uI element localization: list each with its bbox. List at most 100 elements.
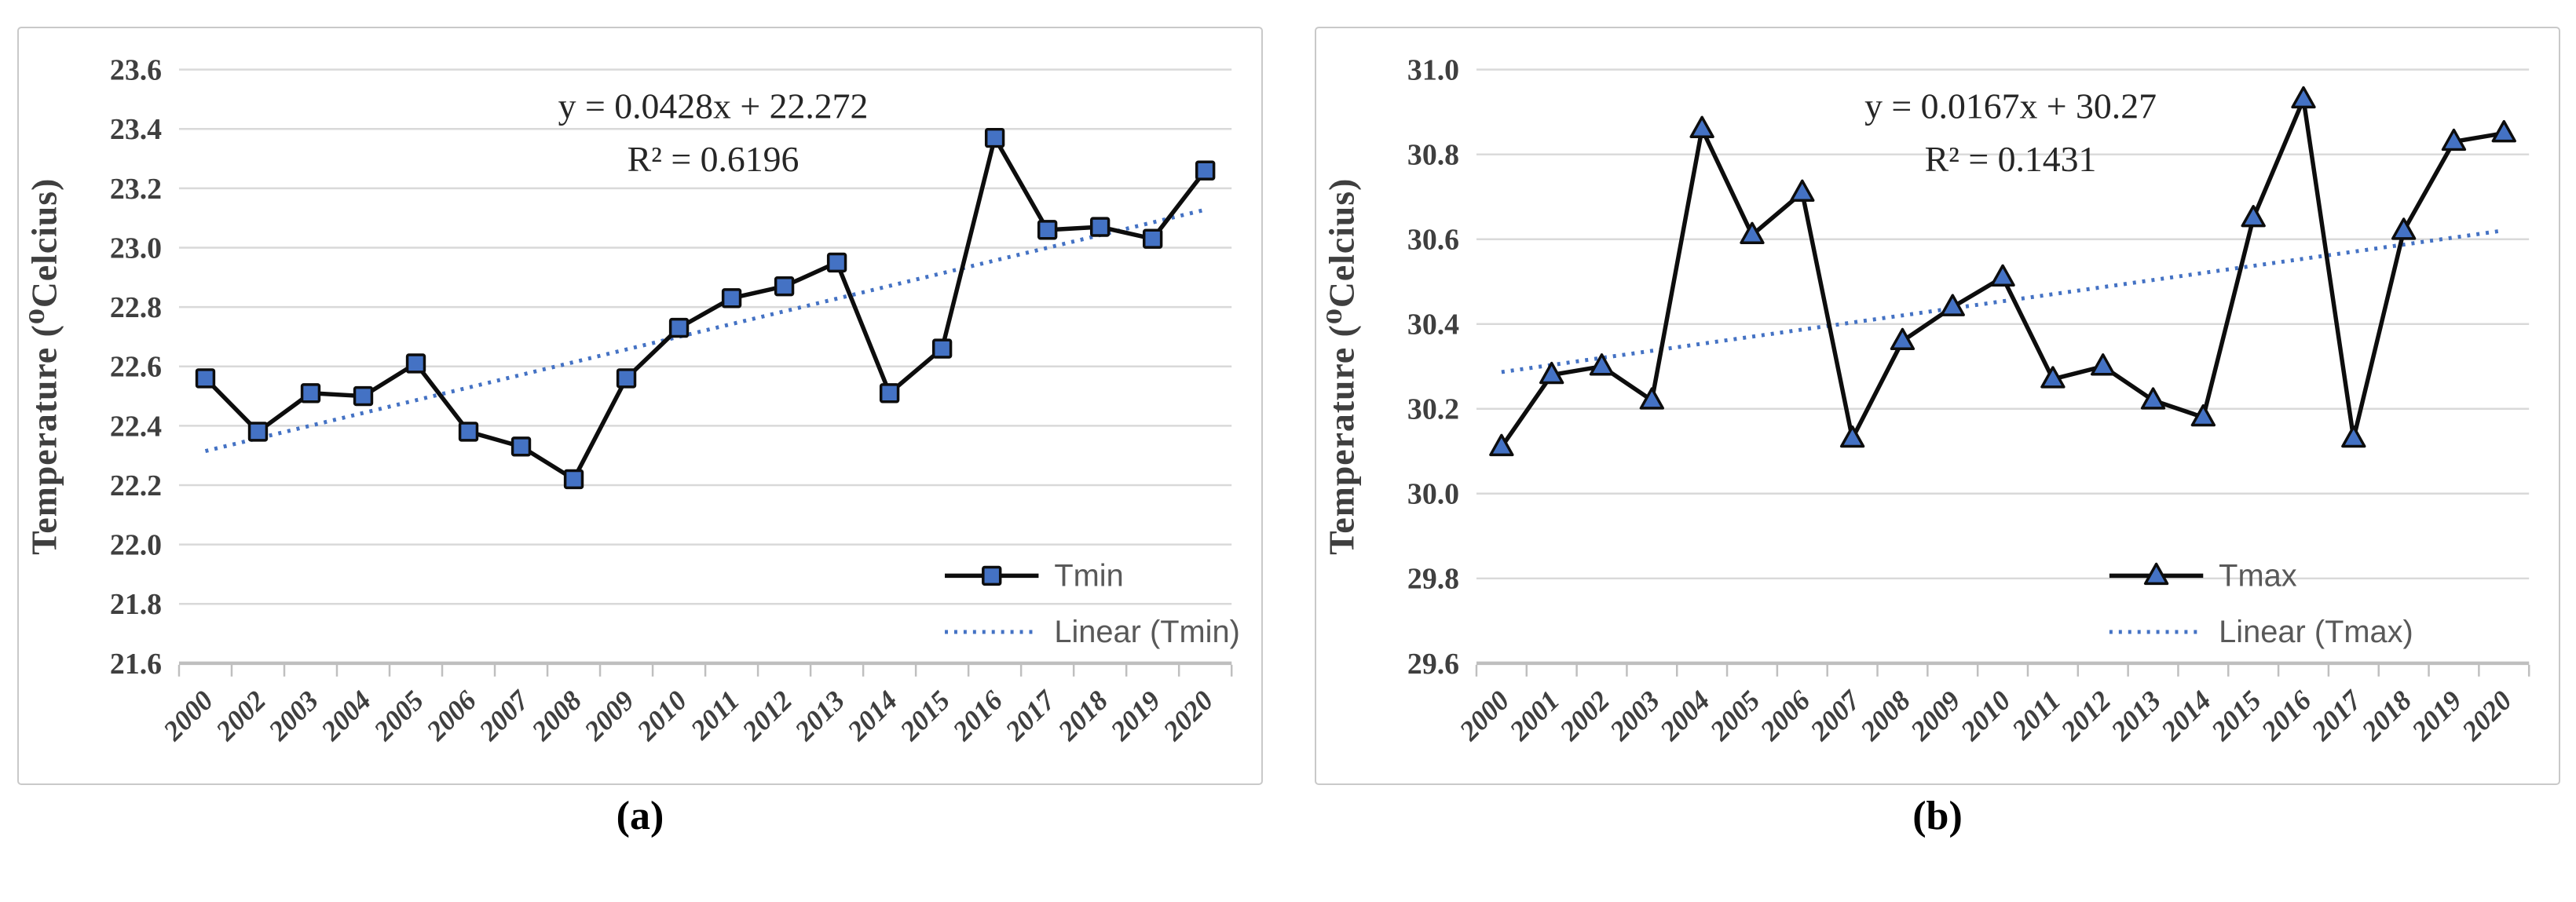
x-tick-label: 2018 (1052, 685, 1114, 747)
chart-panels-row: 21.6 21.8 22.0 22.2 22.4 22.6 22.8 23.0 23.2 23.4… (17, 27, 2576, 785)
data-point-marker (1037, 220, 1058, 240)
x-tick-label: 2011 (2005, 685, 2066, 746)
y-tick-label: 23.2 (110, 173, 162, 206)
figure-temperature-trends: 21.6 21.8 22.0 22.2 22.4 22.6 22.8 23.0 23.2 23.4… (0, 27, 2576, 839)
x-tick-label: 2011 (684, 685, 745, 746)
data-point-marker (1790, 179, 1815, 202)
x-tick-label: 2020 (2455, 685, 2518, 747)
y-tick-label: 30.2 (1407, 393, 1459, 426)
x-tick-label: 2019 (2405, 685, 2468, 747)
data-point-marker (2441, 128, 2467, 152)
y-tick-label: 30.0 (1407, 478, 1459, 511)
legend-series-label: Tmax (2219, 558, 2297, 593)
x-tick-label: 2000 (156, 685, 219, 747)
captions-row: (a) (b) (17, 785, 2576, 839)
data-point-marker (931, 338, 953, 359)
x-tick-label: 2005 (1703, 685, 1766, 747)
chart-panel-b: 29.6 29.8 30.0 30.2 30.4 30.6 30.8 31.0 2000 2001… (1315, 27, 2560, 785)
x-tick-label: 2016 (2255, 685, 2318, 747)
trendline (204, 207, 1206, 454)
data-point-marker (1639, 387, 1665, 410)
data-point-marker (247, 422, 269, 442)
x-tick-label: 2009 (1904, 685, 1967, 747)
data-point-marker (353, 385, 374, 407)
x-tick-label: 2002 (1553, 685, 1615, 747)
data-point-marker (2091, 353, 2116, 376)
data-point-marker (668, 317, 690, 338)
x-tick-label: 2003 (1603, 685, 1666, 747)
y-tick-label: 30.6 (1407, 224, 1459, 257)
caption-b: (b) (1912, 794, 1963, 838)
x-tick-label: 2010 (631, 685, 693, 747)
data-point-marker (826, 252, 847, 273)
r-squared-text: R² = 0.6196 (628, 139, 800, 179)
y-tick-label: 30.8 (1407, 139, 1459, 172)
y-tick-label: 21.6 (110, 648, 162, 681)
y-tick-label: 22.4 (110, 410, 162, 443)
data-point-marker (616, 368, 637, 389)
x-tick-label: 2006 (420, 685, 483, 747)
data-point-marker (1740, 221, 1765, 245)
data-point-marker (1089, 217, 1111, 237)
x-tick-label: 2002 (209, 685, 272, 747)
data-point-marker (984, 127, 1005, 148)
y-tick-label: 29.6 (1407, 648, 1459, 681)
data-point-marker (1589, 353, 1615, 376)
data-point-marker (1990, 264, 2015, 287)
data-point-marker (1142, 228, 1163, 249)
y-tick-label: 22.2 (110, 469, 162, 502)
data-point-marker (2291, 86, 2316, 109)
x-tick-label: 2019 (1104, 685, 1167, 747)
data-point-marker (1689, 115, 1714, 138)
equation-text: y = 0.0428x + 22.272 (558, 86, 869, 126)
data-point-marker (2491, 120, 2516, 143)
y-tick-label: 23.4 (110, 113, 162, 146)
data-point-marker (405, 353, 426, 374)
data-point-marker (774, 276, 795, 297)
y-tick-label: 31.0 (1407, 54, 1459, 87)
data-point-marker (2341, 425, 2366, 448)
legend-trend-label: Linear (Tmax) (2219, 615, 2413, 649)
x-tick-label: 2013 (2105, 685, 2168, 747)
x-tick-label: 2013 (789, 685, 851, 747)
data-point-marker (2391, 217, 2417, 240)
data-point-marker (721, 288, 742, 309)
x-tick-label: 2015 (894, 685, 957, 747)
data-point-marker (563, 469, 584, 490)
data-point-marker (2140, 387, 2166, 410)
y-tick-label: 23.0 (110, 232, 162, 265)
y-tick-label: 22.0 (110, 529, 162, 562)
data-point-marker (879, 383, 900, 404)
x-tick-label: 2018 (2355, 685, 2418, 747)
y-tick-label: 21.8 (110, 588, 162, 621)
x-tick-label: 2015 (2205, 685, 2267, 747)
x-tick-label: 2012 (736, 685, 799, 747)
legend-series-marker (2143, 562, 2169, 586)
y-tick-label: 29.8 (1407, 563, 1459, 596)
trendline (1501, 228, 2505, 374)
data-point-marker (1940, 294, 1965, 316)
y-axis-title: Temperature (⁰Celcius) (24, 178, 64, 555)
legend-series-marker (982, 565, 1002, 586)
r-squared-text: R² = 0.1431 (1925, 139, 2097, 179)
chart-panel-a: 21.6 21.8 22.0 22.2 22.4 22.6 22.8 23.0 23.2 23.4… (17, 27, 1263, 785)
x-tick-label: 2014 (841, 685, 904, 747)
x-tick-label: 2010 (1954, 685, 2017, 747)
x-tick-label: 2007 (473, 683, 536, 747)
x-tick-label: 2004 (314, 685, 377, 747)
y-tick-label: 22.8 (110, 291, 162, 324)
x-tick-label: 2017 (2305, 683, 2369, 747)
x-tick-label: 2012 (2055, 685, 2117, 747)
data-point-marker (1539, 361, 1564, 385)
legend-series-label: Tmin (1054, 558, 1123, 593)
data-point-marker (458, 422, 479, 442)
y-tick-label: 22.6 (110, 351, 162, 384)
data-point-marker (1839, 425, 1865, 448)
tmax-line-chart: 29.6 29.8 30.0 30.2 30.4 30.6 30.8 31.0 20002001… (1322, 54, 2530, 747)
caption-a: (a) (616, 794, 664, 838)
x-tick-label: 2008 (1853, 685, 1916, 747)
x-tick-label: 2004 (1653, 685, 1716, 747)
legend-trend-label: Linear (Tmin) (1054, 615, 1240, 649)
x-tick-label: 2014 (2154, 685, 2217, 747)
x-tick-label: 2020 (1157, 685, 1220, 747)
